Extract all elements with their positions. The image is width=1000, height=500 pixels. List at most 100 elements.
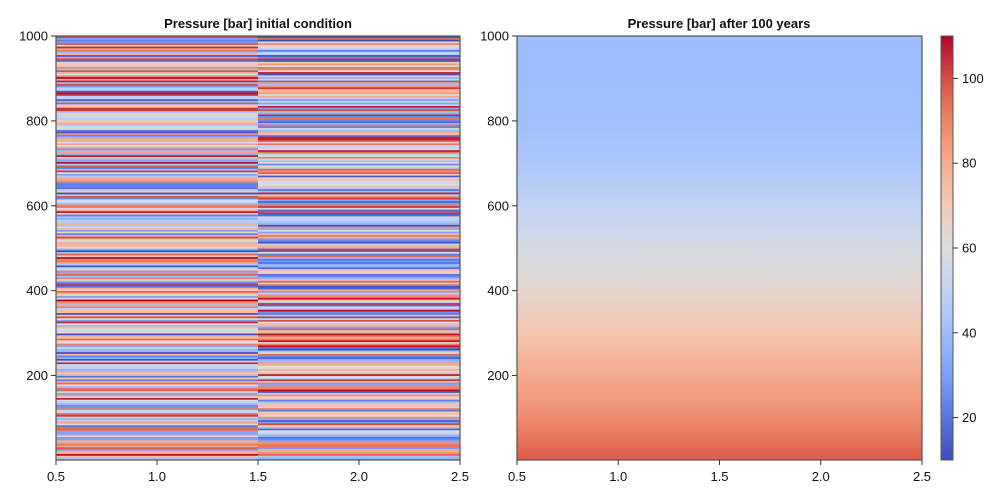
heatmap-cell bbox=[258, 83, 460, 86]
heatmap-cell bbox=[56, 119, 258, 122]
heatmap-cell bbox=[258, 350, 460, 353]
heatmap-cell bbox=[56, 457, 258, 460]
heatmap-cell bbox=[258, 341, 460, 344]
heatmap-cell bbox=[56, 336, 258, 339]
heatmap-cell bbox=[56, 214, 258, 217]
heatmap-cell bbox=[258, 112, 460, 115]
heatmap-cell bbox=[56, 253, 258, 256]
heatmap-cell bbox=[258, 170, 460, 173]
heatmap-cell bbox=[56, 363, 258, 366]
heatmap-cell bbox=[56, 382, 258, 385]
heatmap-cell bbox=[258, 107, 460, 110]
heatmap-cell bbox=[258, 36, 460, 39]
heatmap-cell bbox=[258, 322, 460, 326]
heatmap-cell bbox=[56, 406, 258, 409]
heatmap-cell bbox=[258, 224, 460, 227]
heatmap-cell bbox=[56, 47, 258, 50]
heatmap-cell bbox=[258, 41, 460, 44]
heatmap-cell bbox=[56, 446, 258, 449]
heatmap-cell bbox=[258, 124, 460, 127]
heatmap-cell bbox=[258, 387, 460, 390]
heatmap-cell bbox=[258, 290, 460, 293]
heatmap-cell bbox=[56, 314, 258, 317]
heatmap-cell bbox=[56, 258, 258, 261]
heatmap-cell bbox=[56, 302, 258, 305]
heatmap-cell bbox=[56, 151, 258, 154]
heatmap-cell bbox=[258, 370, 460, 373]
heatmap-cell bbox=[258, 63, 460, 66]
heatmap-cell bbox=[258, 103, 460, 107]
heatmap-cell bbox=[258, 110, 460, 113]
heatmap-cell bbox=[258, 368, 460, 371]
heatmap-cell bbox=[258, 202, 460, 205]
heatmap-cell bbox=[56, 275, 258, 278]
heatmap-cell bbox=[56, 144, 258, 147]
heatmap-cell bbox=[56, 389, 258, 392]
heatmap-cell bbox=[56, 236, 258, 239]
heatmap-cell bbox=[56, 261, 258, 264]
heatmap-cell bbox=[258, 384, 460, 387]
heatmap-cell bbox=[56, 270, 258, 273]
heatmap-cell bbox=[258, 56, 460, 59]
heatmap-cell bbox=[56, 348, 258, 351]
heatmap-cell bbox=[56, 71, 258, 74]
heatmap-cell bbox=[56, 222, 258, 225]
heatmap-cell bbox=[258, 98, 460, 101]
heatmap-cell bbox=[258, 171, 460, 174]
heatmap-cell bbox=[56, 339, 258, 342]
heatmap-cell bbox=[56, 149, 258, 152]
heatmap-cell bbox=[258, 295, 460, 298]
heatmap-cell bbox=[56, 142, 258, 146]
heatmap-cell bbox=[56, 312, 258, 315]
heatmap-cell bbox=[258, 367, 460, 370]
heatmap-cell bbox=[56, 239, 258, 242]
heatmap-cell bbox=[56, 210, 258, 213]
heatmap-cell bbox=[56, 266, 258, 269]
heatmap-cell bbox=[258, 149, 460, 152]
heatmap-cell bbox=[258, 69, 460, 73]
heatmap-cell bbox=[258, 182, 460, 185]
heatmap-cell bbox=[56, 294, 258, 297]
heatmap-cell bbox=[56, 95, 258, 98]
heatmap-cell bbox=[56, 377, 258, 380]
heatmap-cell bbox=[56, 268, 258, 271]
heatmap-cell bbox=[258, 441, 460, 444]
heatmap-cell bbox=[56, 183, 258, 186]
heatmap-cell bbox=[56, 263, 258, 266]
x-tick-label: 2.0 bbox=[350, 469, 368, 484]
heatmap-cell bbox=[258, 187, 460, 190]
heatmap-cell bbox=[56, 241, 258, 244]
heatmap-cell bbox=[56, 317, 258, 320]
heatmap-cell bbox=[258, 448, 460, 451]
heatmap-cell bbox=[56, 251, 258, 254]
heatmap-cell bbox=[258, 414, 460, 417]
x-tick-label: 2.0 bbox=[812, 469, 830, 484]
heatmap-cell bbox=[258, 44, 460, 47]
heatmap-cell bbox=[258, 266, 460, 269]
heatmap-cell bbox=[258, 221, 460, 224]
heatmap-cell bbox=[56, 129, 258, 132]
heatmap-cell bbox=[258, 200, 460, 203]
heatmap-cell bbox=[258, 428, 460, 431]
heatmap-cell bbox=[56, 212, 258, 215]
heatmap-cell bbox=[56, 414, 258, 417]
heatmap-cell bbox=[258, 131, 460, 134]
heatmap-cell bbox=[258, 389, 460, 392]
heatmap-cell bbox=[56, 105, 258, 108]
heatmap-cell bbox=[56, 139, 258, 142]
heatmap-cell bbox=[258, 215, 460, 219]
heatmap-cell bbox=[258, 353, 460, 356]
heatmap-cell bbox=[258, 451, 460, 455]
heatmap-cell bbox=[258, 46, 460, 49]
heatmap-cell bbox=[258, 165, 460, 168]
heatmap-cell bbox=[56, 215, 258, 219]
heatmap-cell bbox=[56, 137, 258, 140]
heatmap-cell bbox=[258, 300, 460, 303]
heatmap-cell bbox=[258, 66, 460, 69]
heatmap-cell bbox=[56, 358, 258, 361]
heatmap-cell bbox=[258, 168, 460, 171]
heatmap-cell bbox=[56, 351, 258, 354]
heatmap-cell bbox=[56, 190, 258, 193]
heatmap-cell bbox=[56, 324, 258, 327]
heatmap-cell bbox=[258, 385, 460, 388]
